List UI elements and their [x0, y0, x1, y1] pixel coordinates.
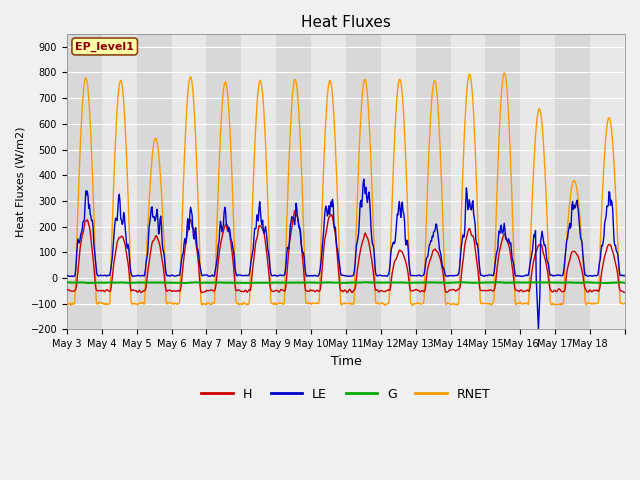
- Bar: [172, 34, 207, 329]
- Bar: [590, 34, 625, 329]
- Bar: [556, 34, 590, 329]
- Legend: H, LE, G, RNET: H, LE, G, RNET: [196, 383, 495, 406]
- Bar: [241, 34, 276, 329]
- Bar: [451, 34, 486, 329]
- Bar: [102, 34, 137, 329]
- Bar: [207, 34, 241, 329]
- Bar: [416, 34, 451, 329]
- Text: EP_level1: EP_level1: [76, 41, 134, 51]
- Bar: [137, 34, 172, 329]
- Bar: [486, 34, 520, 329]
- Bar: [381, 34, 416, 329]
- Title: Heat Fluxes: Heat Fluxes: [301, 15, 391, 30]
- Bar: [276, 34, 311, 329]
- Bar: [67, 34, 102, 329]
- Bar: [520, 34, 556, 329]
- Bar: [311, 34, 346, 329]
- Bar: [346, 34, 381, 329]
- X-axis label: Time: Time: [331, 355, 362, 368]
- Y-axis label: Heat Fluxes (W/m2): Heat Fluxes (W/m2): [15, 126, 25, 237]
